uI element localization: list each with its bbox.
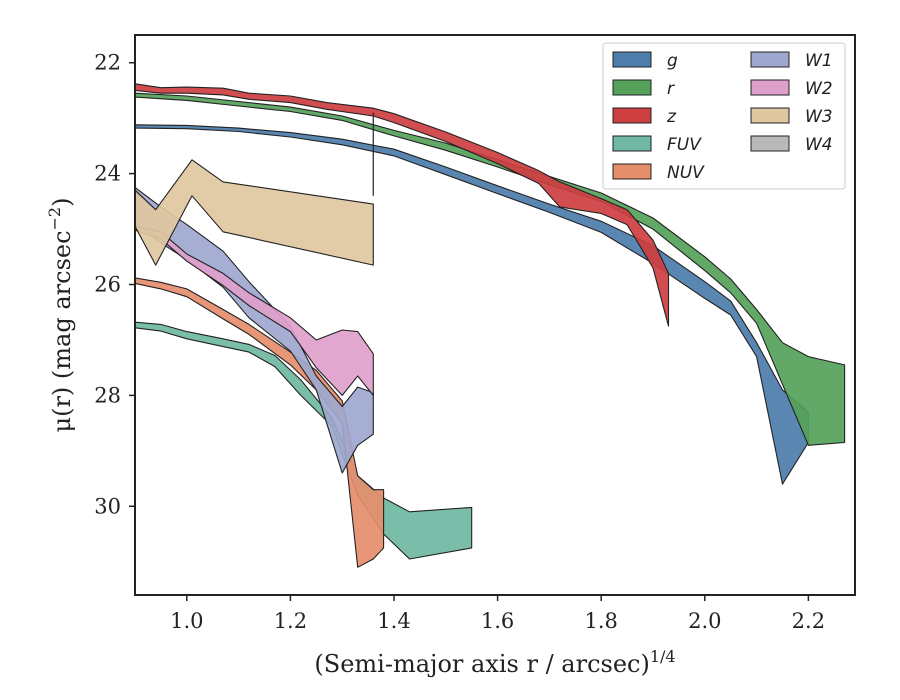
legend: grz FUV NUV W1 W2 W3 W4: [602, 42, 846, 190]
band-r: [135, 92, 846, 446]
legend-swatch-fuv: [612, 135, 652, 152]
legend-label-nuv: NUV: [667, 163, 705, 183]
x-tick-label: 1.0: [170, 609, 203, 633]
legend-label-w4: W4: [805, 135, 833, 155]
legend-swatch-r: [612, 79, 652, 96]
x-axis-label-exponent: 1/4: [650, 647, 676, 666]
legend-label-w2: W2: [805, 79, 833, 99]
x-tick-label: 1.2: [274, 609, 307, 633]
y-tick-label: 26: [94, 273, 121, 297]
legend-swatch-w4: [750, 135, 790, 152]
legend-swatch-w3: [750, 107, 790, 124]
y-axis-ticks: 22 24 26 28 30: [94, 51, 135, 518]
legend-label-w1: W1: [805, 51, 833, 71]
band-w3: [135, 159, 374, 266]
legend-swatch-w2: [750, 79, 790, 96]
x-tick-label: 2.0: [688, 609, 721, 633]
legend-label-g: g: [667, 51, 678, 71]
x-axis-label-text: (Semi-major axis r / arcsec): [314, 650, 649, 678]
y-tick-label: 28: [94, 383, 121, 407]
plot-frame: [134, 34, 856, 596]
x-axis-label: (Semi-major axis r / arcsec)1/4: [314, 647, 675, 678]
legend-label-z: z: [666, 107, 677, 127]
y-tick-label: 24: [94, 162, 121, 186]
legend-swatch-w1: [750, 51, 790, 68]
y-axis-label: μ(r) (mag arcsec−2): [45, 198, 76, 433]
legend-label-r: r: [667, 79, 675, 99]
legend-swatch-z: [612, 107, 652, 124]
y-axis-label-close: ): [48, 198, 76, 207]
band-z: [135, 83, 670, 327]
legend-swatch-g: [612, 51, 652, 68]
y-tick-label: 22: [94, 51, 121, 75]
x-tick-label: 1.6: [481, 609, 514, 633]
band-nuv: [135, 277, 385, 568]
legend-label-w3: W3: [805, 107, 833, 127]
x-tick-label: 1.4: [377, 609, 410, 633]
y-tick-label: 30: [94, 494, 121, 518]
x-tick-label: 1.8: [584, 609, 617, 633]
band-w2: [135, 225, 374, 396]
series-bands: [135, 83, 846, 568]
legend-swatch-nuv: [612, 163, 652, 180]
x-axis-ticks: 1.0 1.2 1.4 1.6 1.8 2.0 2.2: [170, 595, 825, 633]
band-fuv: [135, 321, 473, 560]
legend-label-fuv: FUV: [667, 135, 702, 155]
y-axis-label-exponent: −2: [45, 207, 64, 231]
y-axis-label-text: μ(r) (mag arcsec: [48, 230, 76, 432]
x-tick-label: 2.2: [792, 609, 825, 633]
